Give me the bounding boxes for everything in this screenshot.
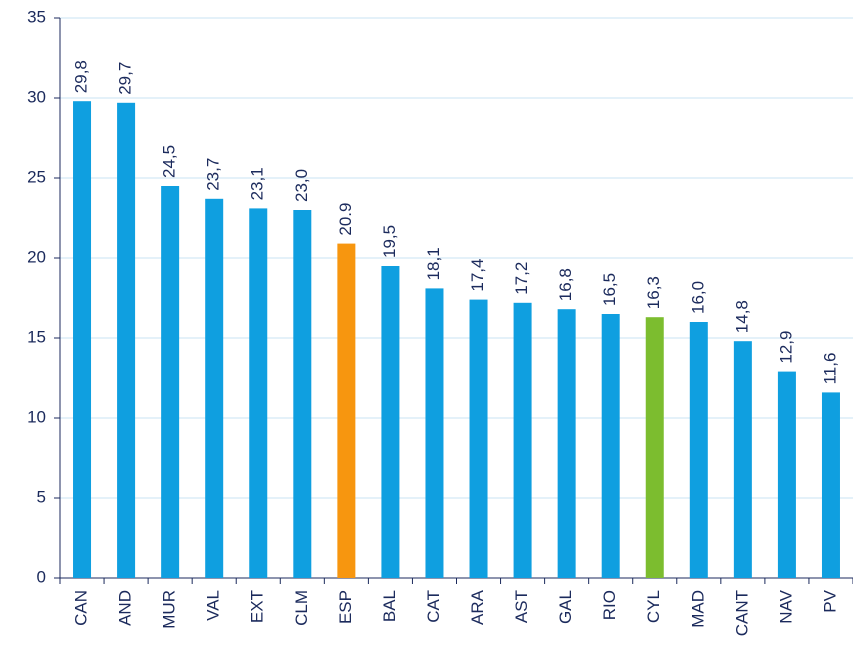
y-tick-label: 15 (27, 327, 46, 346)
x-tick-label: NAV (776, 589, 795, 623)
value-label: 24,5 (160, 145, 179, 178)
value-label: 20.9 (336, 203, 355, 236)
bar (249, 208, 268, 578)
value-label: 16,3 (644, 276, 663, 309)
x-tick-label: RIO (600, 590, 619, 620)
bar (557, 309, 576, 578)
x-tick-label: CLM (292, 590, 311, 626)
value-label: 29,8 (72, 60, 91, 93)
value-label: 23,1 (248, 167, 267, 200)
value-label: 17,2 (512, 262, 531, 295)
bar (645, 317, 664, 578)
x-tick-label: CANT (732, 590, 751, 636)
x-tick-label: EXT (248, 590, 267, 623)
x-tick-label: VAL (204, 590, 223, 621)
value-label: 11,6 (820, 353, 839, 385)
x-tick-label: ARA (468, 589, 487, 625)
bar (733, 341, 752, 578)
bar (381, 266, 400, 578)
x-tick-label: PV (820, 589, 839, 612)
bar (337, 243, 356, 578)
value-label: 12,9 (776, 331, 795, 364)
bar (161, 186, 180, 578)
x-tick-label: CYL (644, 590, 663, 623)
value-label: 23,0 (292, 169, 311, 202)
x-tick-label: MAD (688, 590, 707, 628)
y-tick-label: 25 (27, 167, 46, 186)
bar (821, 392, 840, 578)
x-tick-label: AND (116, 590, 135, 626)
value-label: 16,5 (600, 273, 619, 306)
bar (513, 302, 532, 578)
bar (293, 210, 312, 578)
value-label: 17,4 (468, 259, 487, 292)
x-tick-label: BAL (380, 590, 399, 622)
value-label: 14,8 (732, 300, 751, 333)
bar (469, 299, 488, 578)
bar (777, 371, 796, 578)
value-label: 16,8 (556, 268, 575, 301)
bar (689, 322, 708, 578)
x-tick-label: CAN (72, 590, 91, 626)
value-label: 16,0 (688, 281, 707, 314)
value-label: 18,1 (424, 247, 443, 280)
x-tick-label: ESP (336, 590, 355, 624)
y-tick-label: 0 (37, 567, 46, 586)
value-label: 19,5 (380, 225, 399, 258)
value-label: 29,7 (116, 62, 135, 95)
bar (205, 198, 224, 579)
y-tick-label: 20 (27, 247, 46, 266)
bar (601, 314, 620, 578)
y-tick-label: 5 (37, 487, 46, 506)
y-tick-label: 30 (27, 87, 46, 106)
bar (117, 102, 136, 579)
x-tick-label: GAL (556, 590, 575, 624)
y-tick-label: 10 (27, 407, 46, 426)
x-tick-label: CAT (424, 590, 443, 623)
value-label: 23,7 (204, 158, 223, 191)
x-tick-label: AST (512, 590, 531, 623)
bar (425, 288, 444, 578)
x-tick-label: MUR (160, 590, 179, 629)
bar (73, 101, 92, 578)
y-tick-label: 35 (27, 7, 46, 26)
